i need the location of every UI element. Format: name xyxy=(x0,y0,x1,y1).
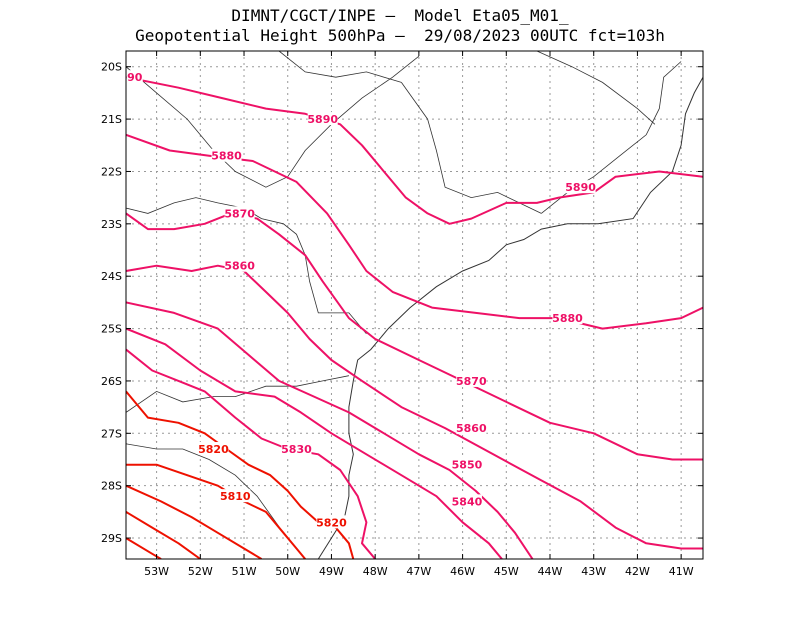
x-tick-label: 45W xyxy=(494,565,519,578)
y-tick-label: 20S xyxy=(101,61,122,74)
contour-line-5790 xyxy=(126,511,201,559)
contour-label: 5810 xyxy=(220,490,251,503)
x-tick-label: 42W xyxy=(625,565,650,578)
contour-label: 5840 xyxy=(452,495,483,508)
y-tick-label: 26S xyxy=(101,375,122,388)
contour-label: 5860 xyxy=(456,422,487,435)
y-tick-label: 28S xyxy=(101,480,122,493)
contour-label: 5880 xyxy=(211,150,242,163)
contour-line-5780 xyxy=(126,537,162,559)
contour-line-5880 xyxy=(126,133,703,330)
contour-label: 5890 xyxy=(307,113,338,126)
contour-label-bg xyxy=(224,206,255,220)
y-tick-label: 24S xyxy=(101,270,122,283)
contour-label-bg xyxy=(451,457,482,471)
state-border xyxy=(126,55,420,188)
contour-labels: 5890 5890 90 5880 5880 5870 5870 5860 5860 5850 58… xyxy=(126,70,596,529)
contour-line-5860 xyxy=(126,264,703,550)
state-border xyxy=(536,51,656,125)
axis-ticks: 53W 52W 51W 50W 49W 48W 47W 46W 45W 44W 43W 42W 41W 2… xyxy=(101,51,703,578)
state-border xyxy=(126,375,349,413)
contour-label-bg xyxy=(456,421,487,435)
y-tick-label: 29S xyxy=(101,532,122,545)
contour-label-bg xyxy=(456,373,487,387)
contour-line-5870 xyxy=(126,212,703,461)
y-tick-label: 23S xyxy=(101,218,122,231)
contour-label-bg xyxy=(224,258,255,272)
state-border xyxy=(541,61,682,214)
y-tick-label: 27S xyxy=(101,427,122,440)
contour-label-bg xyxy=(211,148,242,162)
x-tick-label: 48W xyxy=(363,565,388,578)
x-tick-label: 51W xyxy=(232,565,257,578)
plot-frame xyxy=(125,50,704,560)
contour-label-bg xyxy=(565,180,596,194)
x-tick-label: 46W xyxy=(450,565,475,578)
contour-label-bg xyxy=(307,112,338,126)
state-border xyxy=(401,82,542,214)
state-border xyxy=(126,197,367,335)
state-border xyxy=(126,443,302,555)
contour-label: 5860 xyxy=(224,260,255,273)
map-outlines xyxy=(126,51,703,559)
contour-line-5840 xyxy=(126,327,503,559)
y-tick-label: 22S xyxy=(101,165,122,178)
contour-label-bg xyxy=(281,442,312,456)
contour-label-bg xyxy=(198,442,229,456)
x-tick-label: 53W xyxy=(144,565,169,578)
contour-label: 5850 xyxy=(452,459,483,472)
contour-label: 90 xyxy=(127,71,143,84)
title-line-1: DIMNT/CGCT/INPE – Model Eta05_M01_ xyxy=(231,6,569,25)
contour-line-5850 xyxy=(126,301,534,559)
contour-label: 5890 xyxy=(565,181,596,194)
contour-label: 5820 xyxy=(316,516,347,529)
x-tick-label: 44W xyxy=(538,565,563,578)
coastline xyxy=(317,76,703,559)
x-tick-label: 41W xyxy=(669,565,694,578)
y-tick-label: 25S xyxy=(101,323,122,336)
contour-label: 5830 xyxy=(281,443,312,456)
x-tick-label: 43W xyxy=(581,565,606,578)
contour-label: 5870 xyxy=(224,207,255,220)
state-border xyxy=(278,51,402,83)
x-tick-label: 47W xyxy=(406,565,431,578)
contour-line-5820 xyxy=(126,390,355,559)
contour-label: 5820 xyxy=(198,443,229,456)
x-tick-label: 52W xyxy=(188,565,213,578)
contour-line-5810 xyxy=(126,463,306,559)
contour-label-bg xyxy=(552,311,583,325)
contour-label-bg xyxy=(126,70,143,84)
x-tick-label: 49W xyxy=(319,565,344,578)
title-line-2: Geopotential Height 500hPa – 29/08/2023 … xyxy=(135,26,665,45)
contour-label-bg xyxy=(451,494,482,508)
contour-label: 5880 xyxy=(552,312,583,325)
contour-label: 5870 xyxy=(456,375,487,388)
x-tick-label: 50W xyxy=(275,565,300,578)
y-tick-label: 21S xyxy=(101,113,122,126)
contour-label-bg xyxy=(220,489,251,503)
contour-label-bg xyxy=(316,515,347,529)
contour-line-5800 xyxy=(126,484,263,559)
